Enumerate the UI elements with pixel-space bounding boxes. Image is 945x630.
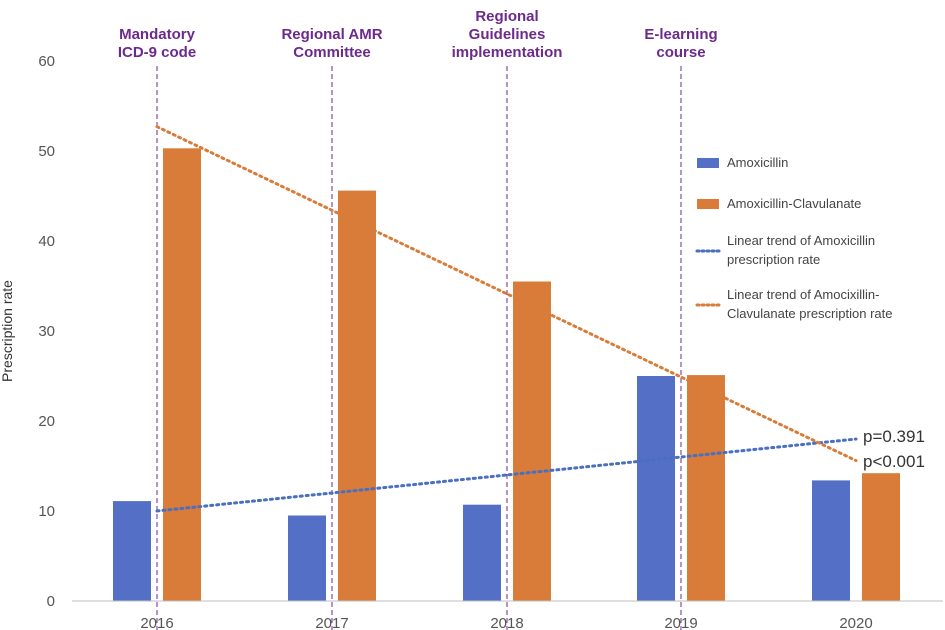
y-axis-label: Prescription rate [0,280,15,382]
event-label-2018: Guidelines [469,26,546,43]
legend-label: Amoxicillin [727,155,788,170]
x-tick-label: 2020 [839,615,872,630]
x-axis-ticks: 2016 2017 2018 2019 2020 [140,615,872,630]
amoxicillin-bar-2019 [637,376,675,601]
p-values: p=0.391 p<0.001 [863,427,925,471]
legend-swatch-amoxicillin [697,158,719,168]
x-tick-label: 2018 [490,615,523,630]
event-label-2018: implementation [452,44,563,61]
amoxicillin-clavulanate-p-value: p<0.001 [863,452,925,471]
legend-label: prescription rate [727,252,820,267]
y-tick-label: 60 [38,53,55,70]
event-label-2017: Regional AMR [281,26,382,43]
legend-label: Linear trend of Amoxicillin [727,233,875,248]
y-tick-label: 30 [38,323,55,340]
x-tick-label: 2016 [140,615,173,630]
amoxicillin-clavulanate-bar-2017 [338,190,376,601]
legend-label: Clavulanate prescription rate [727,306,892,321]
amoxicillin-p-value: p=0.391 [863,427,925,446]
x-tick-label: 2017 [315,615,348,630]
legend-label: Linear trend of Amocixillin- [727,287,879,302]
amoxicillin-bar-2017 [288,515,326,601]
trend-lines [155,125,858,513]
event-label-2016: ICD-9 code [118,44,196,61]
event-label-2019: course [656,44,705,61]
y-tick-label: 10 [38,503,55,520]
amoxicillin-clavulanate-bar-2020 [862,473,900,601]
amoxicillin-bar-2020 [812,480,850,601]
amoxicillin-clavulanate-bar-2018 [513,281,551,601]
amoxicillin-bar-2018 [463,504,501,601]
x-tick-label: 2019 [664,615,697,630]
event-label-2017: Committee [293,44,371,61]
event-label-2016: Mandatory [119,26,196,43]
bars [113,148,900,602]
amoxicillin-bar-2016 [113,501,151,601]
amoxicillin-clavulanate-trend-line [155,125,858,463]
amoxicillin-clavulanate-bar-2019 [687,375,725,601]
y-tick-label: 20 [38,413,55,430]
amoxicillin-trend-line [155,437,858,513]
amoxicillin-clavulanate-bar-2016 [163,148,201,602]
event-label-2018: Regional [475,8,538,25]
legend-label: Amoxicillin-Clavulanate [727,196,861,211]
y-tick-label: 40 [38,233,55,250]
y-tick-label: 0 [47,593,55,610]
y-axis-ticks: 0 10 20 30 40 50 60 [38,53,55,610]
y-tick-label: 50 [38,143,55,160]
event-label-2019: E-learning [644,26,717,43]
legend: Amoxicillin Amoxicillin-Clavulanate Linear… [695,155,892,321]
legend-swatch-amoxicillin-clavulanate [697,199,719,209]
event-lines [156,66,682,630]
